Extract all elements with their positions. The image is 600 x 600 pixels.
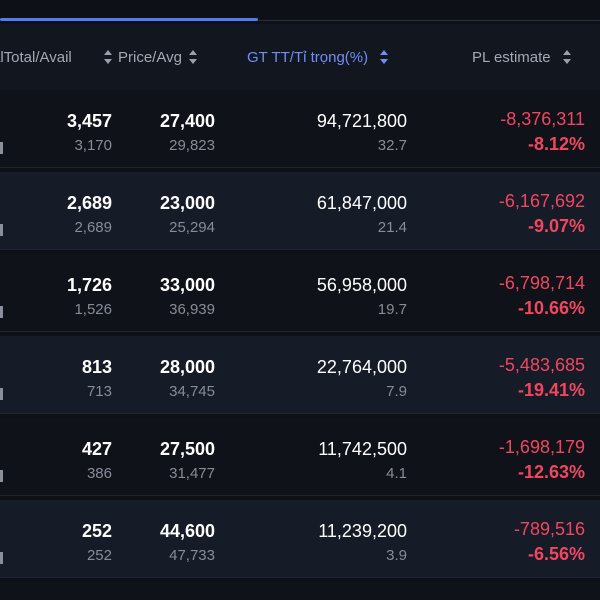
tab-divider (258, 20, 600, 21)
market-price: 27,400 (160, 111, 215, 132)
row-marker (0, 470, 3, 482)
row-marker (0, 388, 3, 400)
pl-percent: -6.56% (528, 544, 585, 565)
pl-percent: -8.12% (528, 134, 585, 155)
row-divider (0, 167, 600, 168)
pl-value: -1,698,179 (499, 437, 585, 458)
qty-total: 427 (82, 439, 112, 460)
table-row[interactable] (0, 582, 600, 600)
row-divider (0, 577, 600, 578)
row-marker (0, 306, 3, 318)
qty-total: 1,726 (67, 275, 112, 296)
pl-percent: -9.07% (528, 216, 585, 237)
pl-percent: -19.41% (518, 380, 585, 401)
market-value: 11,742,500 (318, 439, 407, 460)
qty-avail: 386 (87, 465, 112, 482)
qty-total: 3,457 (67, 111, 112, 132)
row-marker (0, 224, 3, 236)
header-total-avail-label: alTotal/Avail (0, 49, 72, 66)
pl-value: -8,376,311 (500, 109, 585, 130)
pl-percent: -12.63% (518, 462, 585, 483)
qty-avail: 252 (87, 547, 112, 564)
table-row[interactable]: 1,726 1,526 33,000 36,939 56,958,000 19.… (0, 254, 600, 332)
sort-icon (380, 50, 388, 64)
row-marker (0, 552, 3, 564)
pl-value: -6,798,714 (499, 273, 585, 294)
avg-price: 29,823 (169, 137, 215, 154)
tab-bar (0, 0, 600, 24)
weight-percent: 3.9 (386, 547, 407, 564)
sort-icon (104, 50, 112, 64)
market-value: 56,958,000 (317, 275, 407, 296)
row-marker (0, 142, 3, 154)
weight-percent: 4.1 (386, 465, 407, 482)
weight-percent: 32.7 (378, 137, 407, 154)
sort-icon (563, 50, 571, 64)
qty-total: 2,689 (67, 193, 112, 214)
table-row[interactable]: 813 713 28,000 34,745 22,764,000 7.9 -5,… (0, 336, 600, 414)
weight-percent: 19.7 (378, 301, 407, 318)
avg-price: 36,939 (169, 301, 215, 318)
table-row[interactable]: 2,689 2,689 23,000 25,294 61,847,000 21.… (0, 172, 600, 250)
market-price: 27,500 (160, 439, 215, 460)
market-value: 22,764,000 (317, 357, 407, 378)
header-price-avg-label: Price/Avg (118, 49, 182, 66)
row-divider (0, 331, 600, 332)
avg-price: 25,294 (169, 219, 215, 236)
header-value-weight[interactable]: GT TT/Tỉ trọng(%) (247, 24, 388, 90)
row-divider (0, 413, 600, 414)
table-row[interactable]: 252 252 44,600 47,733 11,239,200 3.9 -78… (0, 500, 600, 578)
qty-total: 813 (82, 357, 112, 378)
table-row[interactable]: 3,457 3,170 27,400 29,823 94,721,800 32.… (0, 90, 600, 168)
avg-price: 31,477 (169, 465, 215, 482)
active-tab-indicator (0, 18, 258, 21)
pl-value: -789,516 (514, 519, 585, 540)
pl-percent: -10.66% (518, 298, 585, 319)
market-price: 44,600 (160, 521, 215, 542)
qty-avail: 3,170 (74, 137, 112, 154)
header-total-avail[interactable]: alTotal/Avail (0, 24, 72, 90)
pl-value: -5,483,685 (499, 355, 585, 376)
row-divider (0, 495, 600, 496)
header-pl-estimate-label: PL estimate (472, 49, 551, 66)
table-header: alTotal/Avail Price/Avg GT TT/Tỉ trọng(%… (0, 24, 600, 90)
pl-value: -6,167,692 (499, 191, 585, 212)
header-value-weight-label: GT TT/Tỉ trọng(%) (247, 49, 368, 66)
market-price: 33,000 (160, 275, 215, 296)
qty-avail: 2,689 (74, 219, 112, 236)
row-divider (0, 249, 600, 250)
weight-percent: 7.9 (386, 383, 407, 400)
market-value: 94,721,800 (317, 111, 407, 132)
table-row[interactable]: 427 386 27,500 31,477 11,742,500 4.1 -1,… (0, 418, 600, 496)
qty-avail: 1,526 (74, 301, 112, 318)
header-pl-estimate[interactable]: PL estimate (472, 24, 571, 90)
qty-total: 252 (82, 521, 112, 542)
avg-price: 47,733 (169, 547, 215, 564)
market-value: 61,847,000 (317, 193, 407, 214)
market-value: 11,239,200 (318, 521, 407, 542)
header-price-avg[interactable]: Price/Avg (104, 24, 197, 90)
avg-price: 34,745 (169, 383, 215, 400)
market-price: 28,000 (160, 357, 215, 378)
qty-avail: 713 (87, 383, 112, 400)
weight-percent: 21.4 (378, 219, 407, 236)
sort-icon (189, 50, 197, 64)
market-price: 23,000 (160, 193, 215, 214)
